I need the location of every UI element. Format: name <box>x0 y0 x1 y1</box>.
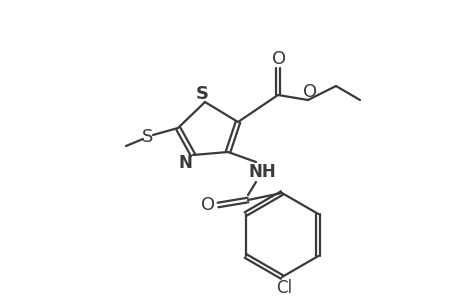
Text: S: S <box>142 128 153 146</box>
Text: S: S <box>195 85 208 103</box>
Text: NH: NH <box>247 163 275 181</box>
Text: O: O <box>302 83 316 101</box>
Text: O: O <box>201 196 215 214</box>
Text: Cl: Cl <box>275 279 291 297</box>
Text: N: N <box>178 154 191 172</box>
Text: O: O <box>271 50 285 68</box>
